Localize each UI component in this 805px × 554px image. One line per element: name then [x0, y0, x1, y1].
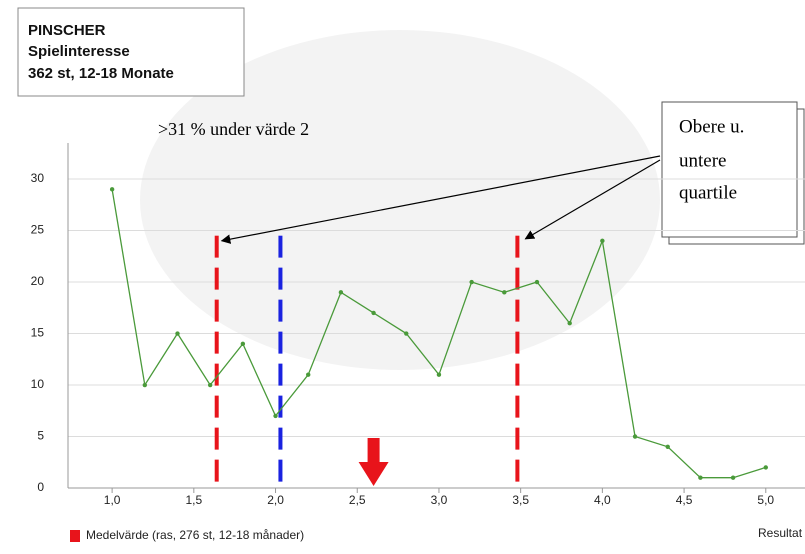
y-tick-label: 30 [31, 171, 45, 185]
x-tick-label: 2,5 [349, 493, 366, 507]
data-point [567, 321, 572, 326]
data-point [534, 279, 540, 285]
data-point [273, 413, 278, 419]
x-tick-label: 2,0 [267, 493, 284, 507]
x-tick-label: 3,5 [512, 493, 529, 507]
legend-label: Medelvärde (ras, 276 st, 12-18 månader) [86, 528, 304, 542]
x-tick-label: 3,0 [431, 493, 448, 507]
callout-line: Obere u. [679, 116, 744, 137]
data-point [698, 475, 703, 480]
y-tick-label: 10 [31, 377, 45, 391]
legend-swatch [70, 530, 80, 542]
data-point [240, 341, 246, 347]
x-tick-label: 1,0 [104, 493, 121, 507]
data-point [436, 372, 442, 377]
data-point [207, 382, 213, 388]
x-axis-label: Resultat [758, 526, 803, 540]
x-tick-label: 4,5 [676, 493, 693, 507]
data-point [469, 279, 474, 285]
data-point [338, 290, 344, 295]
data-point [502, 290, 507, 295]
data-point [306, 372, 311, 377]
title-line: Spielinteresse [28, 43, 130, 60]
callout-line: quartile [679, 182, 737, 203]
data-point [142, 382, 148, 388]
data-point [632, 434, 638, 439]
title-line: 362 st, 12-18 Monate [28, 65, 174, 82]
data-point [371, 310, 376, 316]
data-point [404, 331, 409, 336]
data-point [175, 331, 180, 336]
watermark [140, 30, 660, 370]
callout-box [661, 101, 798, 238]
data-point [763, 465, 768, 470]
title-line: PINSCHER [28, 22, 106, 39]
data-point [600, 238, 605, 244]
y-tick-label: 25 [31, 223, 45, 237]
annotation: >31 % under värde 2 [158, 119, 309, 139]
data-point [730, 475, 736, 480]
y-tick-label: 5 [37, 429, 44, 443]
title-box [17, 7, 245, 97]
y-tick-label: 15 [31, 326, 45, 340]
callout-arrow [524, 159, 661, 240]
x-tick-label: 1,5 [185, 493, 202, 507]
mean-arrow [358, 438, 389, 486]
callout-arrow [220, 155, 661, 244]
y-tick-label: 0 [37, 480, 44, 494]
y-tick-label: 20 [31, 274, 45, 288]
callout-line: untere [679, 150, 726, 171]
data-point [109, 187, 115, 192]
data-point [665, 444, 670, 450]
x-tick-label: 5,0 [757, 493, 774, 507]
x-tick-label: 4,0 [594, 493, 611, 507]
